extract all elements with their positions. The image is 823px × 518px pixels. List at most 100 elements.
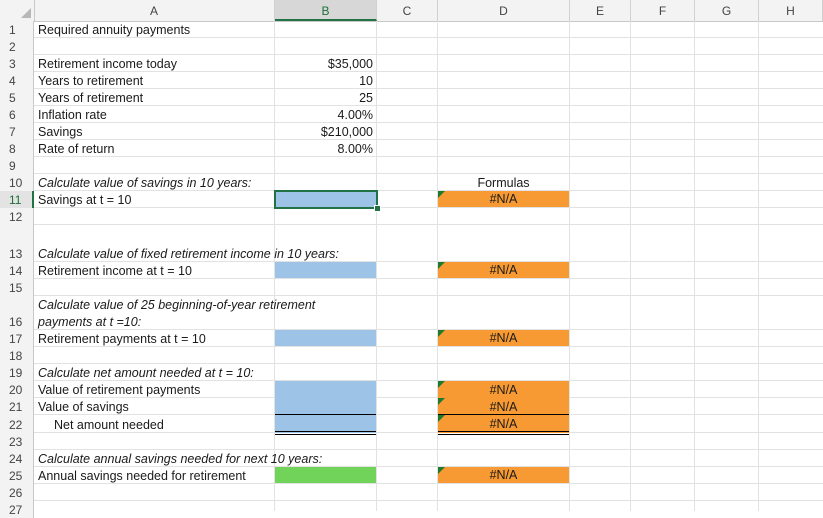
row-header[interactable]: 17 <box>0 330 34 347</box>
row-number: 11 <box>9 193 22 207</box>
column-header-h[interactable]: H <box>759 0 823 21</box>
row-header[interactable]: 10 <box>0 174 34 191</box>
input-cell-b14[interactable] <box>275 262 376 278</box>
formula-value: #N/A <box>489 383 518 397</box>
row-header[interactable]: 3 <box>0 55 34 72</box>
sheet-title[interactable]: Required annuity payments <box>38 23 191 37</box>
row-header[interactable]: 13 <box>0 225 34 262</box>
column-header-d[interactable]: D <box>438 0 570 21</box>
row-header[interactable]: 22 <box>0 415 34 433</box>
cell-border <box>275 414 376 415</box>
row-header[interactable]: 1 <box>0 21 34 38</box>
section-heading-savings[interactable]: Calculate value of savings in 10 years: <box>38 176 252 190</box>
row-header[interactable]: 21 <box>0 398 34 415</box>
row-header[interactable]: 20 <box>0 381 34 398</box>
row-header[interactable]: 15 <box>0 279 34 296</box>
row-header[interactable]: 6 <box>0 106 34 123</box>
value-years-of-retirement[interactable]: 25 <box>359 91 373 105</box>
section-heading-net-amount[interactable]: Calculate net amount needed at t = 10: <box>38 366 254 380</box>
fill-handle[interactable] <box>374 205 381 212</box>
label-value-of-savings[interactable]: Value of savings <box>38 400 129 414</box>
label-inflation-rate[interactable]: Inflation rate <box>38 108 107 122</box>
label-years-of-retirement[interactable]: Years of retirement <box>38 91 144 105</box>
value-inflation-rate[interactable]: 4.00% <box>337 108 373 122</box>
row-header[interactable]: 26 <box>0 484 34 501</box>
row-header[interactable]: 14 <box>0 262 34 279</box>
gridline <box>34 173 823 174</box>
section-heading-annual-savings[interactable]: Calculate annual savings needed for next… <box>38 452 323 466</box>
row-header[interactable]: 18 <box>0 347 34 364</box>
row-header[interactable]: 19 <box>0 364 34 381</box>
row-header[interactable]: 4 <box>0 72 34 89</box>
formulas-heading[interactable]: Formulas <box>477 176 530 190</box>
column-header-g[interactable]: G <box>695 0 759 21</box>
label-retirement-income-t10[interactable]: Retirement income at t = 10 <box>38 264 192 278</box>
value-savings[interactable]: $210,000 <box>320 125 373 139</box>
input-cell-b17[interactable] <box>275 330 376 346</box>
label-years-to-retirement[interactable]: Years to retirement <box>38 74 144 88</box>
formula-cell-d25[interactable]: #N/A <box>438 467 569 483</box>
error-indicator-icon <box>438 262 445 269</box>
row-number: 23 <box>9 435 23 449</box>
formula-cell-d21[interactable]: #N/A <box>438 398 569 415</box>
formula-cell-d17[interactable]: #N/A <box>438 330 569 346</box>
gridline <box>34 88 823 89</box>
label-net-amount-needed[interactable]: Net amount needed <box>54 418 164 432</box>
section-heading-annuity-line1[interactable]: Calculate value of 25 beginning-of-year … <box>38 298 316 312</box>
formula-value: #N/A <box>489 263 518 277</box>
row-header[interactable]: 12 <box>0 208 34 225</box>
active-cell-selection[interactable] <box>274 190 378 209</box>
row-header[interactable]: 24 <box>0 450 34 467</box>
input-cell-b20-b22[interactable] <box>275 381 376 433</box>
label-rate-of-return[interactable]: Rate of return <box>38 142 115 156</box>
label-savings[interactable]: Savings <box>38 125 83 139</box>
label-savings-t10[interactable]: Savings at t = 10 <box>38 193 132 207</box>
gridline <box>34 466 823 467</box>
row-number: 7 <box>9 125 16 139</box>
column-header-b[interactable]: B <box>275 0 377 21</box>
select-all-corner[interactable] <box>0 0 35 21</box>
error-indicator-icon <box>438 415 445 422</box>
formula-cell-d11[interactable]: #N/A <box>438 191 569 207</box>
gridline <box>34 139 823 140</box>
column-header-c[interactable]: C <box>377 0 438 21</box>
column-header-a[interactable]: A <box>34 0 275 21</box>
value-rate-of-return[interactable]: 8.00% <box>337 142 373 156</box>
formula-cell-d22[interactable]: #N/A <box>438 415 569 433</box>
row-header[interactable]: 25 <box>0 467 34 484</box>
section-heading-fixed-income[interactable]: Calculate value of fixed retirement inco… <box>38 247 339 261</box>
column-header-f[interactable]: F <box>631 0 695 21</box>
label-retirement-payments-t10[interactable]: Retirement payments at t = 10 <box>38 332 206 346</box>
row-header[interactable]: 9 <box>0 157 34 174</box>
label-value-retirement-payments[interactable]: Value of retirement payments <box>38 383 201 397</box>
row-header[interactable]: 2 <box>0 38 34 55</box>
row-number: 5 <box>9 91 16 105</box>
gridline <box>34 122 823 123</box>
row-header[interactable]: 23 <box>0 433 34 450</box>
section-heading-annuity-line2[interactable]: payments at t =10: <box>38 315 142 329</box>
row-number: 22 <box>9 418 23 432</box>
row-number: 2 <box>9 40 16 54</box>
row-header[interactable]: 5 <box>0 89 34 106</box>
row-header[interactable]: 16 <box>0 296 34 330</box>
result-cell-b25[interactable] <box>275 467 376 483</box>
formula-cell-d20[interactable]: #N/A <box>438 381 569 398</box>
row-number: 1 <box>9 23 16 37</box>
row-header-selected[interactable]: 11 <box>0 191 34 208</box>
row-header[interactable]: 8 <box>0 140 34 157</box>
row-header[interactable]: 27 <box>0 501 34 518</box>
input-cell-b11[interactable] <box>275 191 376 207</box>
formula-value: #N/A <box>489 331 518 345</box>
value-years-to-retirement[interactable]: 10 <box>359 74 373 88</box>
cell-border <box>438 431 569 435</box>
label-annual-savings[interactable]: Annual savings needed for retirement <box>38 469 246 483</box>
gridline <box>34 500 823 501</box>
value-retirement-income[interactable]: $35,000 <box>327 57 373 71</box>
formula-cell-d14[interactable]: #N/A <box>438 262 569 278</box>
gridline <box>34 483 823 484</box>
column-header-e[interactable]: E <box>570 0 631 21</box>
gridline <box>34 329 823 330</box>
label-retirement-income[interactable]: Retirement income today <box>38 57 177 71</box>
row-header[interactable]: 7 <box>0 123 34 140</box>
